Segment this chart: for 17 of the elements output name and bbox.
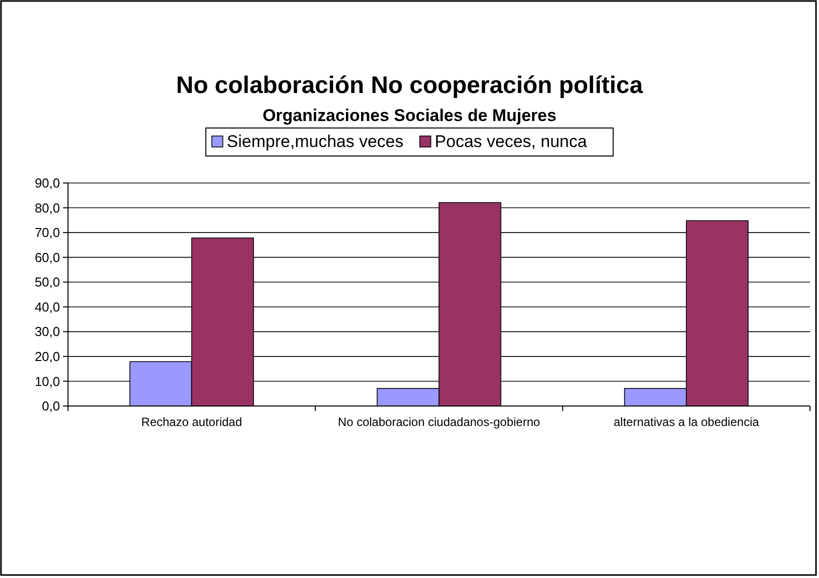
x-tick-label: Rechazo autoridad (141, 415, 242, 429)
y-tick-label: 50,0 (34, 274, 60, 290)
legend-label: Siempre,muchas veces (226, 132, 404, 151)
y-tick-label: 70,0 (34, 225, 60, 240)
y-tick-label: 30,0 (34, 324, 60, 340)
chart-title: No colaboración No cooperación política (176, 72, 644, 99)
legend-label: Pocas veces, nunca (434, 132, 588, 151)
x-tick-label: No colaboracion ciudadanos-gobierno (338, 415, 540, 429)
y-tick-label: 80,0 (34, 200, 60, 216)
y-tick-label: 90,0 (34, 176, 60, 191)
x-tick-label: alternativas a la obediencia (614, 415, 760, 429)
y-tick-label: 10,0 (34, 374, 60, 389)
y-tick-label: 60,0 (34, 250, 60, 265)
y-tick-label: 40,0 (34, 299, 60, 314)
chart-subtitle: Organizaciones Sociales de Mujeres (262, 106, 556, 125)
y-tick-label: 0,0 (42, 398, 60, 414)
y-tick-label: 20,0 (34, 348, 60, 364)
